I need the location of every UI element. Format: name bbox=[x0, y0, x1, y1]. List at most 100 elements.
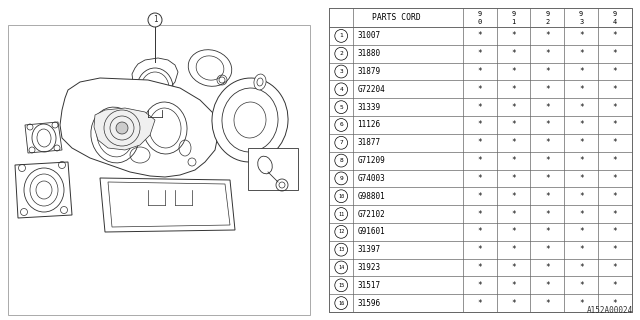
Text: *: * bbox=[545, 210, 550, 219]
Text: 1: 1 bbox=[153, 15, 157, 25]
Text: 1: 1 bbox=[339, 33, 343, 38]
Text: *: * bbox=[511, 263, 516, 272]
Text: *: * bbox=[477, 120, 482, 130]
Text: G72102: G72102 bbox=[357, 210, 385, 219]
Text: *: * bbox=[545, 263, 550, 272]
Text: *: * bbox=[511, 67, 516, 76]
Text: *: * bbox=[545, 49, 550, 58]
Text: 9: 9 bbox=[511, 11, 516, 17]
Text: 9: 9 bbox=[579, 11, 584, 17]
Text: *: * bbox=[612, 245, 618, 254]
Text: *: * bbox=[545, 156, 550, 165]
Text: *: * bbox=[545, 174, 550, 183]
Text: *: * bbox=[545, 281, 550, 290]
Text: *: * bbox=[511, 49, 516, 58]
Text: *: * bbox=[477, 263, 482, 272]
Text: *: * bbox=[612, 299, 618, 308]
Text: *: * bbox=[579, 299, 584, 308]
Text: G72204: G72204 bbox=[357, 85, 385, 94]
Polygon shape bbox=[25, 122, 62, 153]
Text: 7: 7 bbox=[339, 140, 343, 145]
Text: *: * bbox=[612, 85, 618, 94]
Text: *: * bbox=[477, 227, 482, 236]
Circle shape bbox=[335, 279, 348, 292]
Text: 12: 12 bbox=[338, 229, 344, 234]
Text: *: * bbox=[477, 210, 482, 219]
Text: 31880: 31880 bbox=[357, 49, 380, 58]
Circle shape bbox=[335, 29, 348, 42]
Text: 2: 2 bbox=[545, 19, 550, 25]
Text: 31596: 31596 bbox=[357, 299, 380, 308]
Text: 3: 3 bbox=[339, 69, 343, 74]
Circle shape bbox=[335, 136, 348, 149]
Circle shape bbox=[148, 13, 162, 27]
Circle shape bbox=[335, 261, 348, 274]
Text: *: * bbox=[477, 31, 482, 40]
Text: 16: 16 bbox=[338, 300, 344, 306]
Text: *: * bbox=[579, 85, 584, 94]
Text: 31879: 31879 bbox=[357, 67, 380, 76]
Text: 31339: 31339 bbox=[357, 103, 380, 112]
Polygon shape bbox=[100, 178, 235, 232]
Text: 15: 15 bbox=[338, 283, 344, 288]
Text: *: * bbox=[612, 138, 618, 147]
Circle shape bbox=[335, 118, 348, 132]
Text: 31877: 31877 bbox=[357, 138, 380, 147]
Text: *: * bbox=[477, 138, 482, 147]
Circle shape bbox=[335, 225, 348, 238]
Text: 9: 9 bbox=[477, 11, 482, 17]
Text: *: * bbox=[612, 49, 618, 58]
Text: 9: 9 bbox=[613, 11, 617, 17]
Text: *: * bbox=[477, 85, 482, 94]
Text: *: * bbox=[612, 174, 618, 183]
Text: 31923: 31923 bbox=[357, 263, 380, 272]
Ellipse shape bbox=[212, 78, 288, 162]
Text: *: * bbox=[477, 49, 482, 58]
Text: 11126: 11126 bbox=[357, 120, 380, 130]
Circle shape bbox=[335, 83, 348, 96]
Ellipse shape bbox=[116, 122, 128, 134]
Text: *: * bbox=[579, 192, 584, 201]
Text: *: * bbox=[477, 67, 482, 76]
Text: *: * bbox=[545, 227, 550, 236]
Text: *: * bbox=[579, 245, 584, 254]
Text: *: * bbox=[545, 67, 550, 76]
Text: *: * bbox=[612, 67, 618, 76]
Circle shape bbox=[335, 101, 348, 114]
Text: 0: 0 bbox=[477, 19, 482, 25]
Text: G91601: G91601 bbox=[357, 227, 385, 236]
Text: *: * bbox=[511, 156, 516, 165]
Text: *: * bbox=[477, 245, 482, 254]
Text: G98801: G98801 bbox=[357, 192, 385, 201]
Polygon shape bbox=[132, 58, 178, 112]
Ellipse shape bbox=[254, 74, 266, 90]
Text: *: * bbox=[511, 120, 516, 130]
Text: 4: 4 bbox=[613, 19, 617, 25]
Text: *: * bbox=[579, 120, 584, 130]
Text: *: * bbox=[612, 120, 618, 130]
Text: 6: 6 bbox=[339, 123, 343, 127]
Text: *: * bbox=[579, 210, 584, 219]
Text: *: * bbox=[612, 156, 618, 165]
Text: *: * bbox=[545, 103, 550, 112]
Text: *: * bbox=[511, 299, 516, 308]
Text: 31007: 31007 bbox=[357, 31, 380, 40]
Text: *: * bbox=[579, 49, 584, 58]
Text: *: * bbox=[477, 156, 482, 165]
Text: 5: 5 bbox=[339, 105, 343, 110]
Text: *: * bbox=[511, 174, 516, 183]
Text: *: * bbox=[579, 31, 584, 40]
Circle shape bbox=[335, 47, 348, 60]
Text: *: * bbox=[545, 120, 550, 130]
Text: 10: 10 bbox=[338, 194, 344, 199]
Text: *: * bbox=[612, 31, 618, 40]
Text: 2: 2 bbox=[339, 51, 343, 56]
Text: PARTS CORD: PARTS CORD bbox=[372, 13, 420, 22]
Text: *: * bbox=[579, 138, 584, 147]
Text: *: * bbox=[511, 103, 516, 112]
Text: *: * bbox=[612, 263, 618, 272]
Text: G71209: G71209 bbox=[357, 156, 385, 165]
Text: G74003: G74003 bbox=[357, 174, 385, 183]
Text: *: * bbox=[612, 192, 618, 201]
Circle shape bbox=[335, 172, 348, 185]
